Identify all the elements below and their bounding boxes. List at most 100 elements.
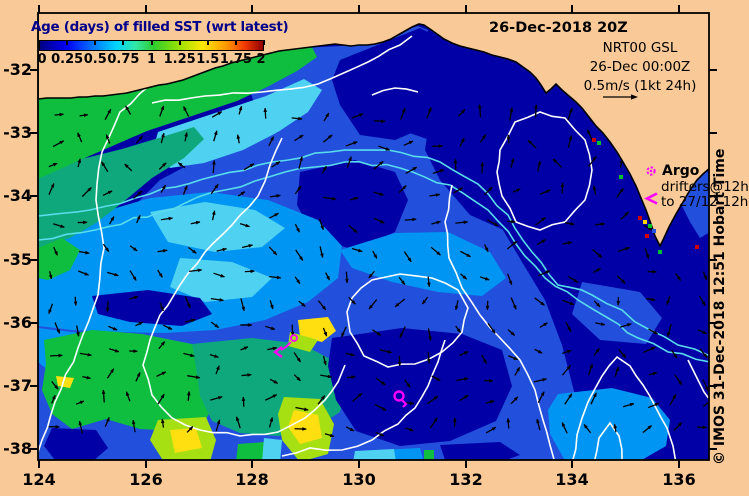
x-tick — [145, 460, 147, 468]
y-tick — [30, 259, 38, 261]
sst-age-patch-green — [424, 450, 434, 460]
coastal-data-spot — [648, 224, 652, 228]
y-tick-label: -33 — [3, 123, 32, 142]
argo-float-marker — [393, 390, 405, 402]
x-tick-top — [465, 5, 467, 13]
plot-title: Age (days) of filled SST (wrt latest) — [31, 19, 289, 35]
y-tick-label: -35 — [3, 250, 32, 269]
y-tick-label: -36 — [3, 313, 32, 332]
gsl-contour-white — [281, 339, 446, 457]
valid-datetime: 26-Dec-2018 20Z — [489, 20, 628, 36]
front-contour-cyan — [38, 160, 709, 363]
sst-age-patch-dodger — [340, 232, 506, 296]
sst-age-patch-teal — [38, 127, 204, 248]
vector-scale-label: 0.5m/s (1kt 24h) — [583, 78, 697, 94]
vector-scale-arrowhead — [631, 94, 638, 100]
x-tick-top — [678, 5, 680, 13]
colorbar-tick — [178, 40, 181, 45]
y-tick-right — [709, 69, 717, 71]
y-tick — [30, 195, 38, 197]
argo-float-tail — [401, 399, 408, 408]
x-tick — [571, 460, 573, 468]
x-tick — [358, 460, 360, 468]
x-tick-top — [358, 5, 360, 13]
colorbar-tick-label: 2 — [256, 52, 266, 67]
x-tick-label: 130 — [342, 470, 376, 489]
x-tick-label: 126 — [129, 470, 163, 489]
y-tick-right — [709, 322, 717, 324]
x-tick-top — [571, 5, 573, 13]
gsl-contour-white — [38, 84, 151, 453]
gsl-contour-white — [687, 359, 709, 400]
drifter-trail — [280, 341, 292, 351]
x-tick — [465, 460, 467, 468]
front-contour-cyan — [38, 149, 709, 357]
sst-age-patch-royal — [572, 282, 662, 344]
drifter-arrowhead — [272, 346, 283, 358]
coastal-data-spot — [597, 141, 601, 145]
colorbar-tick-label: 0.25 — [51, 52, 84, 67]
sst-age-patch-green — [38, 47, 317, 179]
analysis-info: NRT00 GSL 26-Dec 00:00Z 0.5m/s (1kt 24h) — [576, 39, 704, 96]
coastal-data-spot — [695, 245, 699, 249]
gsl-contour-white — [151, 35, 413, 104]
coastal-data-spot — [658, 250, 662, 254]
sst-age-patch-green — [38, 238, 80, 280]
colorbar-tick — [206, 40, 209, 45]
land-australia — [38, 13, 709, 248]
argo-legend-icon-dot — [649, 169, 653, 173]
coastal-data-spot — [643, 220, 647, 224]
sst-age-patch-navy — [440, 442, 520, 460]
y-tick — [30, 132, 38, 134]
legend-drifters-sub: to 27/12-12h — [661, 194, 749, 210]
coastal-data-spot — [645, 234, 649, 238]
drifter-marker — [290, 334, 298, 342]
colorbar-tick — [263, 40, 265, 45]
y-tick-label: -32 — [3, 60, 32, 79]
sst-age-patch-navy — [328, 328, 512, 446]
sst-age-patch-green — [42, 330, 220, 431]
x-tick-top — [251, 5, 253, 13]
sst-age-patch-yellow — [170, 428, 202, 453]
x-tick — [251, 460, 253, 468]
sst-age-patch-cyan — [262, 438, 282, 460]
analysis-time: 26-Dec 00:00Z — [589, 59, 691, 75]
y-tick — [30, 69, 38, 71]
x-tick-top — [38, 5, 40, 13]
sst-age-patch-navy — [44, 428, 108, 460]
gsl-contour-white — [371, 87, 419, 96]
x-tick — [38, 460, 40, 468]
x-tick-label: 132 — [449, 470, 483, 489]
sst-age-patch-navy — [332, 28, 470, 140]
x-tick-top — [145, 5, 147, 13]
colorbar-tick — [122, 40, 125, 45]
sst-age-patch-navy — [92, 290, 212, 326]
gsl-contour-white — [572, 355, 677, 460]
gsl-contour-white — [444, 184, 555, 460]
x-tick-label: 128 — [235, 470, 269, 489]
gsl-contour-white — [496, 111, 593, 231]
y-tick — [30, 448, 38, 450]
y-tick-label: -37 — [3, 376, 32, 395]
y-tick-right — [709, 195, 717, 197]
colorbar-tick-label: 0.5 — [83, 52, 107, 67]
x-tick-label: 136 — [662, 470, 696, 489]
sst-age-patch-yellow — [288, 410, 322, 444]
y-tick-right — [709, 132, 717, 134]
imos-watermark: © IMOS 31-Dec-2018 12:51 Hobart Time — [712, 148, 728, 465]
gsl-contour-white — [142, 137, 346, 437]
sst-age-patch-green — [236, 442, 270, 460]
colorbar-tick — [66, 40, 69, 45]
colorbar-tick-label: 1 — [146, 52, 157, 67]
colorbar-tick-label: 0 — [37, 52, 47, 67]
argo-legend-icon — [646, 166, 656, 176]
x-tick — [678, 460, 680, 468]
coastal-data-spot — [619, 175, 623, 179]
colorbar-tick — [94, 40, 97, 45]
map-layers — [38, 13, 709, 460]
colorbar-tick-label: 1.25 — [163, 52, 196, 67]
sst-age-patch-yellow — [56, 376, 74, 388]
legend-drifters-label: drifters@12h — [661, 179, 749, 195]
